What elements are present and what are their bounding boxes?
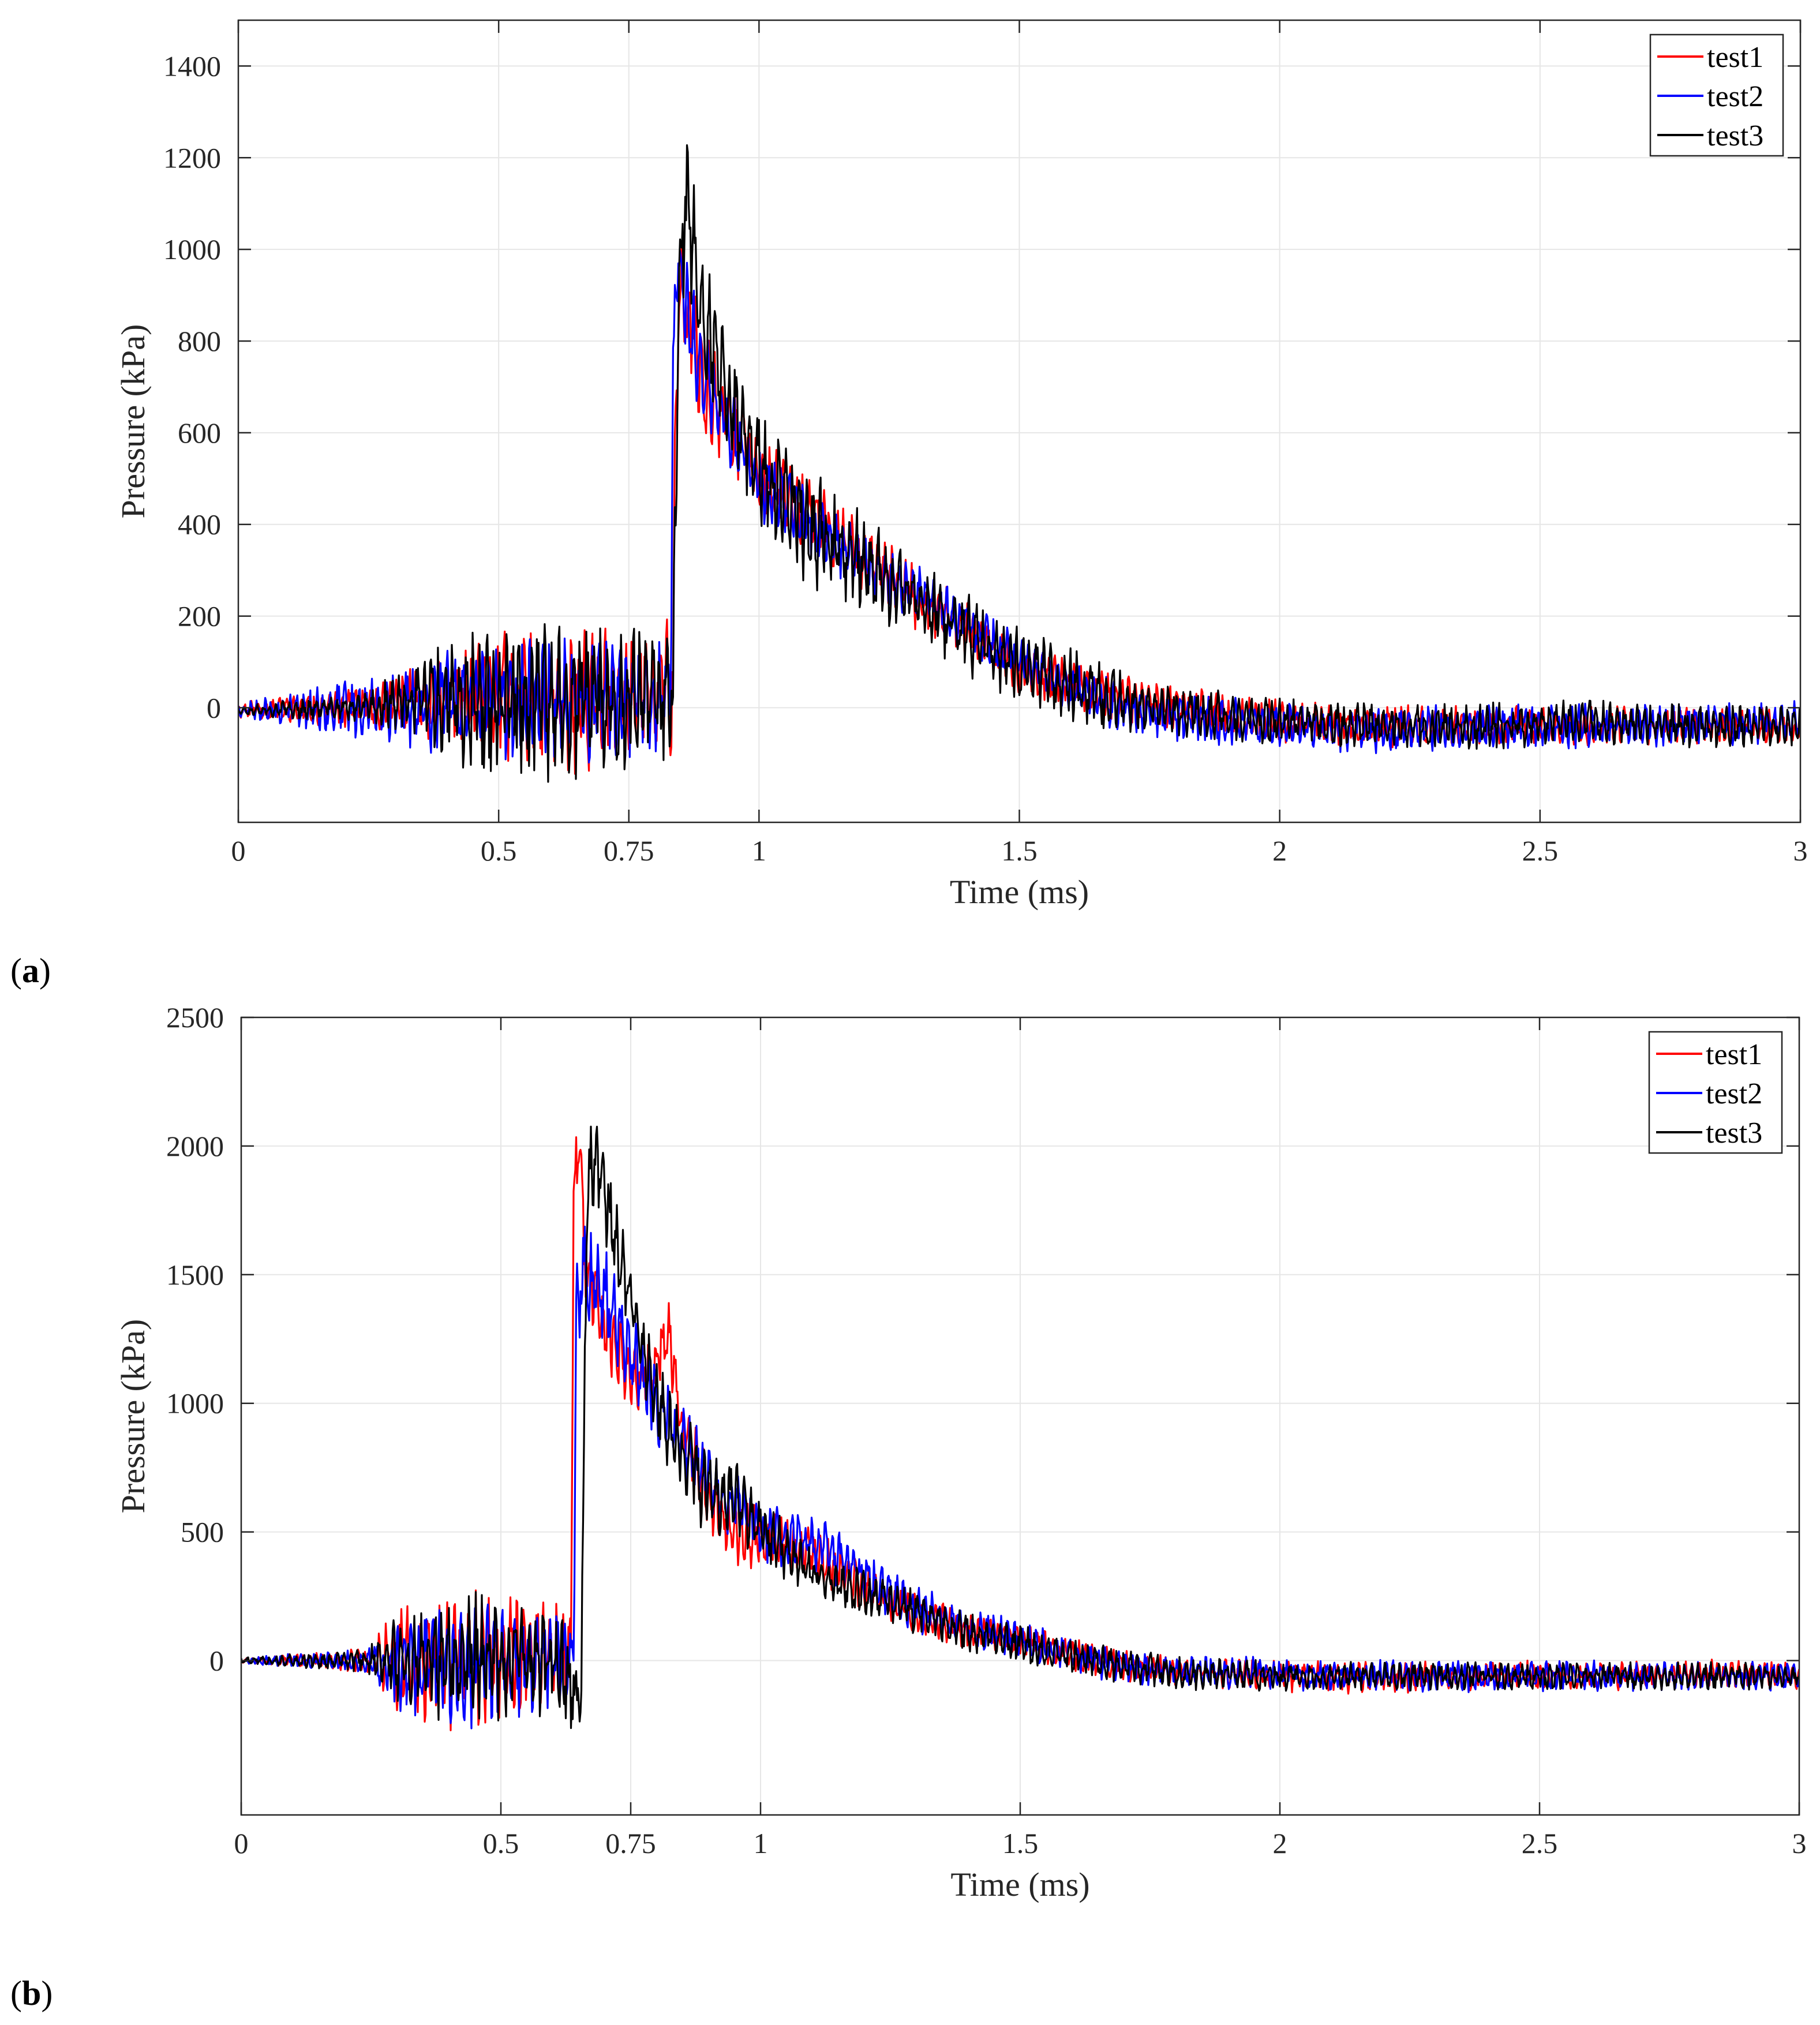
y-axis-label: Pressure (kPa) (114, 1319, 152, 1514)
panel-label-a: (a) (10, 952, 51, 990)
y-tick-label: 1000 (166, 1387, 224, 1420)
series-group (241, 1125, 1799, 1731)
legend-label-test2: test2 (1707, 80, 1763, 113)
legend: test1 test2 test3 (1649, 33, 1784, 157)
x-tick-label: 2 (1273, 1827, 1287, 1859)
x-tick-label: 0.5 (481, 834, 517, 867)
legend-label-test3: test3 (1707, 119, 1763, 152)
legend: test1 test2 test3 (1648, 1031, 1783, 1154)
x-tick-label: 0 (234, 1827, 249, 1859)
x-tick-label: 3 (1792, 1827, 1807, 1859)
y-axis-label: Pressure (kPa) (114, 324, 152, 519)
y-tick-label: 0 (207, 691, 221, 724)
y-tick-label: 400 (178, 508, 221, 541)
x-tick-label: 0 (231, 834, 246, 867)
x-tick-label: 0.75 (605, 1827, 656, 1859)
x-tick-label: 1 (752, 834, 766, 867)
y-tick-label: 2000 (166, 1130, 224, 1162)
y-tick-label: 800 (178, 325, 221, 357)
y-tick-label: 500 (181, 1516, 224, 1548)
x-tick-label: 2.5 (1522, 834, 1559, 867)
y-tick-label: 1500 (166, 1259, 224, 1291)
ticks: 0 0.5 0.75 1 1.5 2 2.5 3 0 200 400 600 800 1000 1200 14… (163, 20, 1808, 867)
legend-label-test1: test1 (1707, 41, 1763, 74)
x-tick-label: 0.5 (483, 1827, 519, 1859)
legend-label-test1: test1 (1706, 1038, 1762, 1071)
x-tick-label: 2 (1272, 834, 1287, 867)
y-tick-label: 0 (209, 1645, 224, 1677)
series-group (238, 144, 1800, 783)
x-tick-label: 3 (1793, 834, 1808, 867)
legend-label-test2: test2 (1706, 1077, 1762, 1110)
x-axis-label: Time (ms) (950, 873, 1089, 911)
x-tick-label: 0.75 (604, 834, 654, 867)
panel-label-b: (b) (10, 1974, 53, 2012)
ticks: 0 0.5 0.75 1 1.5 2 2.5 3 0 500 1000 1500 2000 2500 (166, 1001, 1807, 1859)
chart-panel-a: 0 0.5 0.75 1 1.5 2 2.5 3 0 200 400 600 800 1000 1200 14… (0, 0, 1820, 993)
x-tick-label: 2.5 (1522, 1827, 1558, 1859)
y-tick-label: 1400 (163, 50, 221, 82)
x-tick-label: 1.5 (1001, 834, 1038, 867)
x-axis-label: Time (ms) (950, 1866, 1089, 1903)
legend-label-test3: test3 (1706, 1117, 1762, 1150)
y-tick-label: 600 (178, 417, 221, 449)
x-tick-label: 1.5 (1002, 1827, 1039, 1859)
series-line-test3 (238, 144, 1800, 783)
y-tick-label: 1200 (163, 141, 221, 174)
series-line-test3 (241, 1125, 1799, 1730)
y-tick-label: 2500 (166, 1001, 224, 1034)
chart-panel-b: 0 0.5 0.75 1 1.5 2 2.5 3 0 500 1000 1500 2000 2500 Tim… (0, 993, 1820, 2025)
pressure-chart-b: 0 0.5 0.75 1 1.5 2 2.5 3 0 500 1000 1500 2000 2500 Tim… (114, 1001, 1807, 1903)
x-tick-label: 1 (754, 1827, 768, 1859)
pressure-chart-a: 0 0.5 0.75 1 1.5 2 2.5 3 0 200 400 600 800 1000 1200 14… (114, 19, 1808, 911)
y-tick-label: 200 (178, 600, 221, 632)
y-tick-label: 1000 (163, 233, 221, 265)
